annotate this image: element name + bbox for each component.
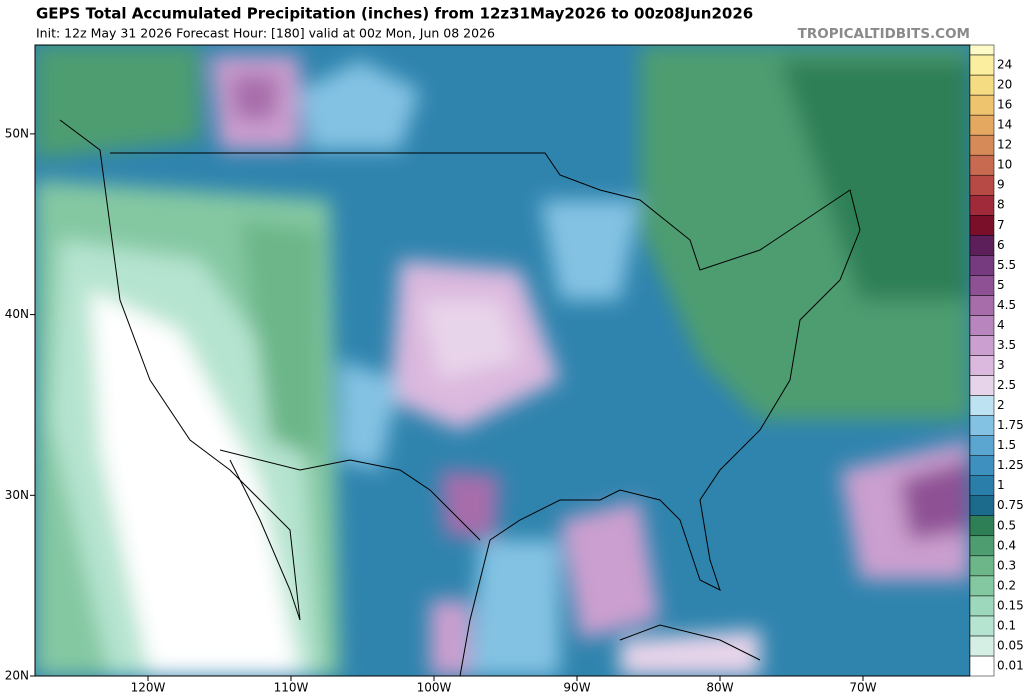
colorbar-label: 3 <box>997 358 1005 372</box>
colorbar-cell <box>969 335 995 356</box>
colorbar-cell <box>969 194 995 216</box>
lon-label: 90W <box>563 681 590 695</box>
colorbar-cell <box>969 174 995 196</box>
colorbar-cell <box>969 435 995 456</box>
lon-label: 70W <box>849 681 876 695</box>
colorbar-cell <box>969 495 995 516</box>
colorbar-label: 1.75 <box>997 418 1024 432</box>
colorbar-label: 1.5 <box>997 438 1016 452</box>
colorbar-label: 4.5 <box>997 298 1016 312</box>
lat-label: 20N <box>5 669 29 683</box>
lat-label: 40N <box>5 307 29 321</box>
colorbar-label: 1.25 <box>997 458 1024 472</box>
colorbar-cell <box>969 415 995 436</box>
colorbar-label: 0.01 <box>997 658 1024 672</box>
lat-label: 30N <box>5 488 29 502</box>
colorbar-label: 0.1 <box>997 618 1016 632</box>
colorbar-cell <box>969 475 995 496</box>
colorbar-label: 2.5 <box>997 378 1016 392</box>
colorbar-label: 0.5 <box>997 518 1016 532</box>
colorbar-label: 0.4 <box>997 538 1016 552</box>
colorbar-cell <box>969 215 995 236</box>
colorbar-cell <box>969 54 995 76</box>
colorbar-label: 0.05 <box>997 638 1024 652</box>
colorbar-cell <box>969 315 995 336</box>
colorbar-cell <box>969 395 995 416</box>
site-label: TROPICALTIDBITS.COM <box>798 26 970 42</box>
colorbar-cell <box>969 575 995 597</box>
lon-label: 100W <box>417 681 452 695</box>
colorbar-cell <box>969 595 995 617</box>
colorbar-cell <box>969 255 995 276</box>
colorbar-cell <box>969 94 995 116</box>
colorbar-cell <box>969 74 995 96</box>
subtitle: Init: 12z May 31 2026 Forecast Hour: [18… <box>36 26 495 41</box>
colorbar-label: 8 <box>997 198 1005 212</box>
colorbar-label: 7 <box>997 218 1005 232</box>
colorbar-label: 0.2 <box>997 578 1016 592</box>
colorbar-label: 16 <box>997 98 1012 112</box>
precip-field <box>35 45 970 676</box>
colorbar-cell <box>969 275 995 296</box>
colorbar-cell <box>969 134 995 156</box>
colorbar-label: 0.3 <box>997 558 1016 572</box>
lon-label: 80W <box>706 681 733 695</box>
colorbar-label: 24 <box>997 58 1012 72</box>
lon-label: 110W <box>274 681 309 695</box>
colorbar-label: 3.5 <box>997 338 1016 352</box>
colorbar-cell <box>969 655 995 677</box>
colorbar-cell <box>969 555 995 577</box>
title: GEPS Total Accumulated Precipitation (in… <box>36 5 753 23</box>
colorbar-cell <box>969 114 995 136</box>
colorbar-label: 0.15 <box>997 598 1024 612</box>
colorbar-cap <box>969 44 995 56</box>
colorbar-label: 12 <box>997 138 1012 152</box>
lat-label: 50N <box>5 126 29 140</box>
colorbar-label: 2 <box>997 398 1005 412</box>
colorbar-cell <box>969 515 995 537</box>
colorbar-cell <box>969 235 995 256</box>
colorbar-cell <box>969 355 995 376</box>
colorbar-cell <box>969 375 995 396</box>
colorbar-cell <box>969 295 995 316</box>
colorbar-label: 20 <box>997 78 1012 92</box>
colorbar-cell <box>969 635 995 657</box>
colorbar-label: 1 <box>997 478 1005 492</box>
colorbar-label: 0.75 <box>997 498 1024 512</box>
colorbar-cell <box>969 455 995 476</box>
colorbar-cell <box>969 535 995 557</box>
borders <box>59 119 861 676</box>
lon-label: 120W <box>131 681 166 695</box>
colorbar-label: 5.5 <box>997 258 1016 272</box>
colorbar-label: 14 <box>997 118 1012 132</box>
colorbar-cell <box>969 615 995 637</box>
colorbar-label: 4 <box>997 318 1005 332</box>
colorbar-label: 10 <box>997 158 1012 172</box>
colorbar-cell <box>969 154 995 176</box>
colorbar-label: 5 <box>997 278 1005 292</box>
colorbar-label: 6 <box>997 238 1005 252</box>
colorbar-label: 9 <box>997 178 1005 192</box>
